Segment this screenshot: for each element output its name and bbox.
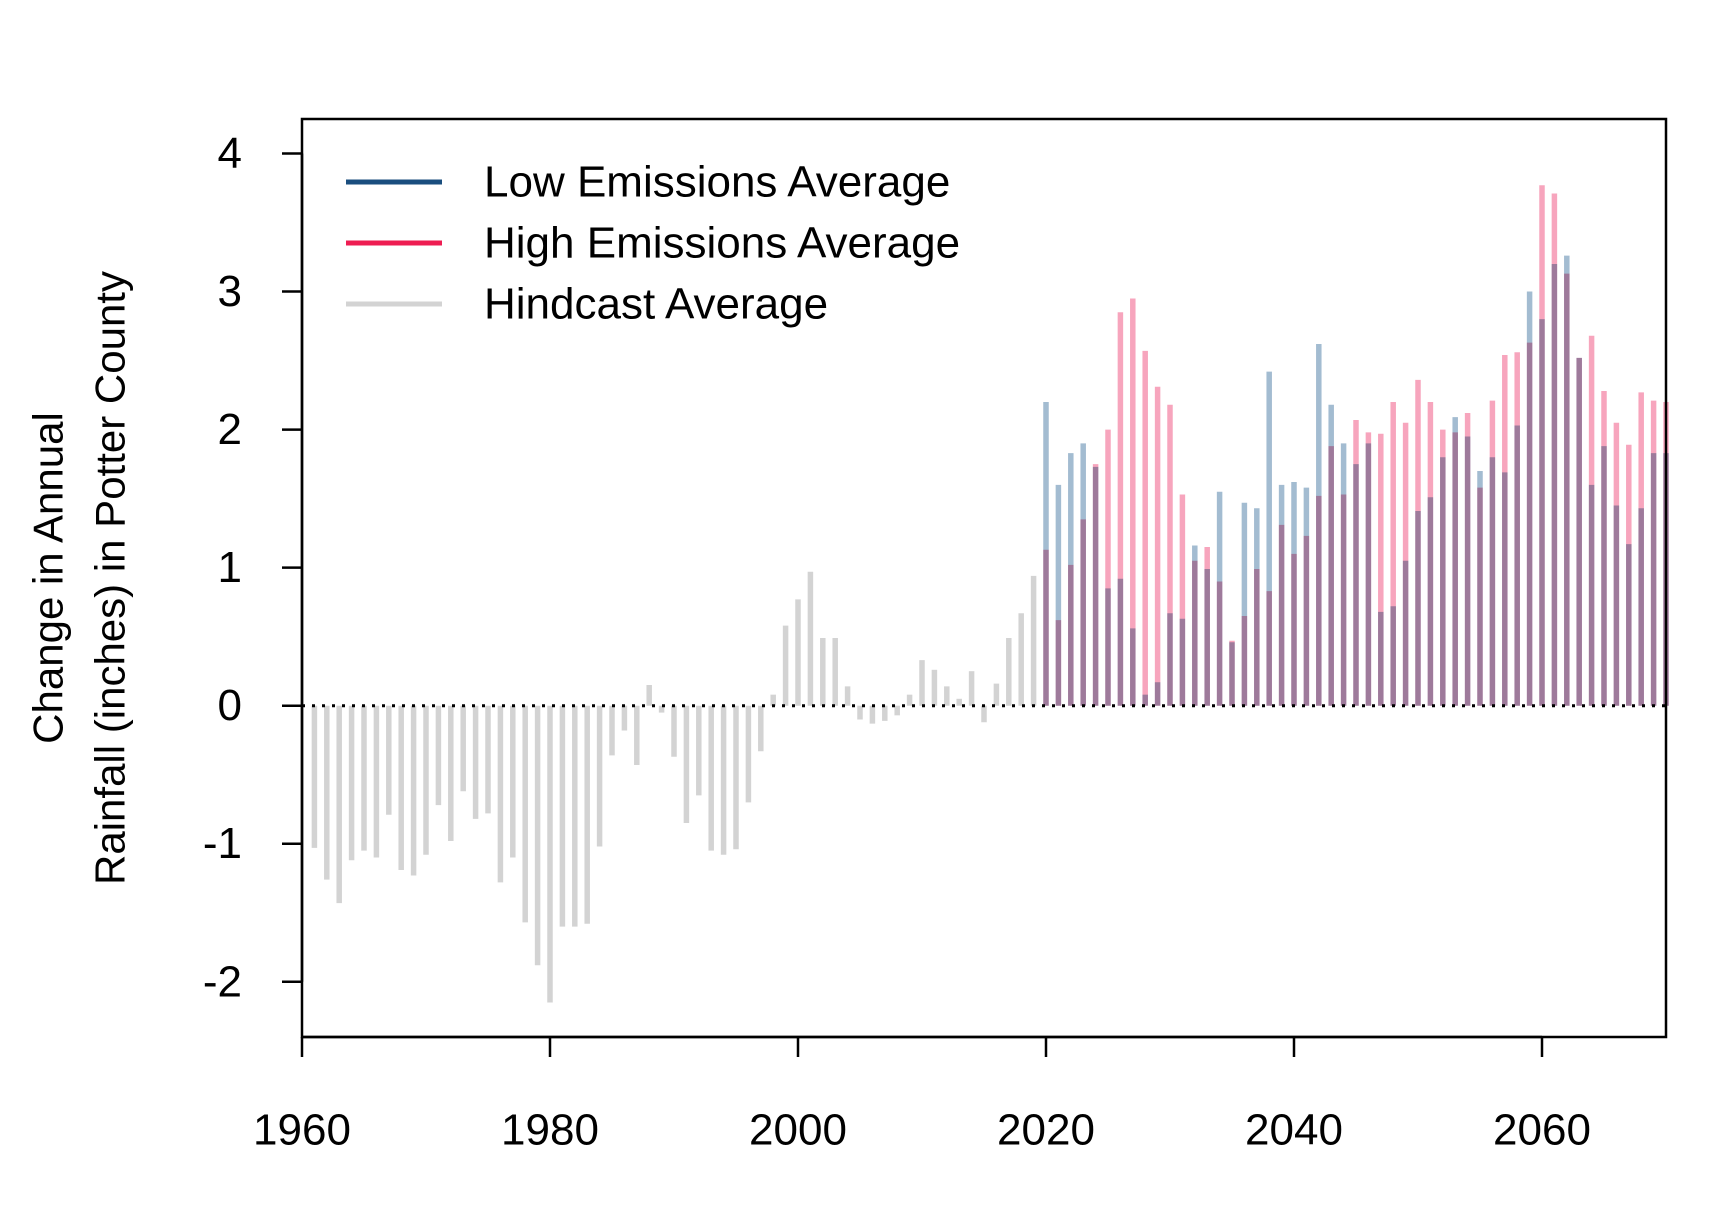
bars-layer <box>311 185 1669 1003</box>
x-tick-label: 1960 <box>253 1106 351 1155</box>
legend-item-high-emissions-average: High Emissions Average <box>346 219 960 268</box>
series-hindcast-average <box>311 571 1037 1003</box>
y-tick-label: 3 <box>218 267 242 316</box>
y-tick-label: 1 <box>218 543 242 592</box>
y-axis-title-line: Rainfall (inches) in Potter County <box>87 271 134 885</box>
x-tick-label: 2020 <box>997 1106 1095 1155</box>
legend-label: Low Emissions Average <box>484 158 950 207</box>
y-axis: -2 -1 0 1 2 3 4 <box>203 129 304 1006</box>
x-tick-label: 2000 <box>749 1106 847 1155</box>
x-tick-label: 1980 <box>501 1106 599 1155</box>
y-tick-label: -2 <box>203 957 242 1006</box>
legend-item-low-emissions-average: Low Emissions Average <box>346 158 950 207</box>
legend-item-hindcast-average: Hindcast Average <box>346 280 828 329</box>
y-tick-label: 4 <box>218 129 242 178</box>
x-axis: 1960 1980 2000 2020 2040 2060 <box>253 1035 1591 1155</box>
y-tick-label: 2 <box>218 405 242 454</box>
x-tick-label: 2040 <box>1245 1106 1343 1155</box>
series-high-emissions-average <box>1043 185 1669 706</box>
y-axis-title: Change in Annual Rainfall (inches) in Pot… <box>25 271 134 885</box>
legend-label: High Emissions Average <box>484 219 960 268</box>
y-tick-label: -1 <box>203 819 242 868</box>
y-tick-label: 0 <box>218 681 242 730</box>
x-tick-label: 2060 <box>1493 1106 1591 1155</box>
legend-label: Hindcast Average <box>484 280 828 329</box>
legend: Low Emissions Average High Emissions Aver… <box>346 158 960 329</box>
y-axis-title-line: Change in Annual <box>25 412 72 744</box>
